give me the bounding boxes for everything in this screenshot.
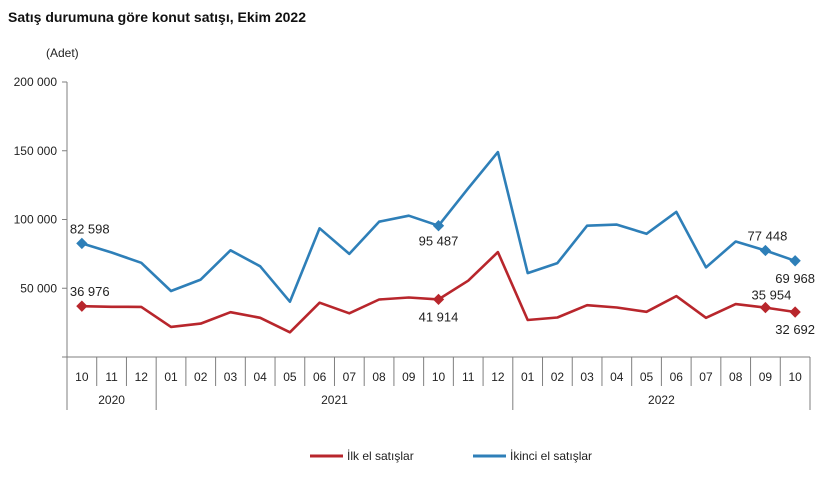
x-tick-label: 02	[551, 370, 565, 384]
y-tick-label: 50 000	[20, 281, 57, 295]
x-tick-label: 04	[610, 370, 624, 384]
x-tick-label: 05	[283, 370, 297, 384]
x-tick-label: 12	[135, 370, 149, 384]
x-tick-label: 06	[670, 370, 684, 384]
y-tick-label: 100 000	[14, 213, 58, 227]
series-marker	[789, 306, 801, 318]
x-tick-label: 08	[372, 370, 386, 384]
y-tick-label: 150 000	[14, 144, 58, 158]
legend: İlk el satışlar İkinci el satışlar	[310, 449, 592, 463]
x-tick-label: 06	[313, 370, 327, 384]
data-label: 77 448	[748, 229, 788, 244]
series-marker	[432, 220, 445, 232]
year-group-label: 2021	[321, 393, 348, 407]
year-group-label: 2020	[98, 393, 125, 407]
x-tick-label: 03	[580, 370, 594, 384]
x-tick-label: 11	[462, 370, 475, 384]
data-label: 95 487	[419, 234, 459, 249]
series-marker	[759, 244, 772, 257]
data-label: 41 914	[419, 309, 459, 324]
y-axis-label: (Adet)	[46, 46, 79, 60]
y-tick-label: 200 000	[14, 75, 58, 89]
data-label: 36 976	[70, 284, 110, 299]
x-tick-label: 11	[105, 370, 118, 384]
series-marker	[76, 237, 88, 250]
year-group-label: 2022	[648, 393, 675, 407]
series-marker	[789, 255, 801, 267]
x-tick-label: 12	[491, 370, 505, 384]
x-tick-label: 07	[699, 370, 713, 384]
legend-label: İlk el satışlar	[347, 449, 414, 463]
x-tick-label: 05	[640, 370, 654, 384]
x-tick-label: 03	[224, 370, 238, 384]
data-label: 35 954	[752, 288, 792, 303]
data-label: 82 598	[70, 221, 110, 236]
data-labels: 36 976 41 914 35 954 32 692 82 598 95 487 77 4…	[70, 221, 815, 337]
x-tick-label: 02	[194, 370, 208, 384]
x-tick-label: 10	[75, 370, 89, 384]
legend-label: İkinci el satışlar	[510, 449, 592, 463]
x-tick-label: 09	[402, 370, 416, 384]
series-marker	[759, 301, 772, 314]
chart-title: Satış durumuna göre konut satışı, Ekim 2…	[8, 9, 306, 25]
series-marker	[76, 300, 88, 312]
x-tick-label: 09	[759, 370, 773, 384]
axes: (Adet) 50 000 100 000 150 000 200 000 10 11 12 0…	[14, 46, 811, 410]
x-tick-label: 10	[788, 370, 802, 384]
x-tick-label: 07	[343, 370, 357, 384]
data-label: 69 968	[775, 271, 815, 286]
series-marker	[432, 293, 445, 306]
x-tick-label: 08	[729, 370, 743, 384]
x-tick-label: 10	[432, 370, 446, 384]
x-tick-label: 01	[521, 370, 535, 384]
x-tick-label: 04	[254, 370, 268, 384]
data-label: 32 692	[775, 322, 815, 337]
x-tick-label: 01	[164, 370, 178, 384]
